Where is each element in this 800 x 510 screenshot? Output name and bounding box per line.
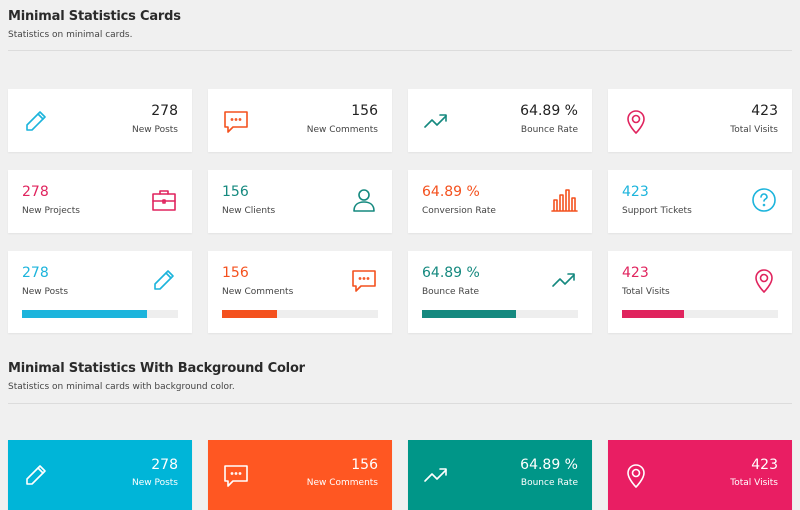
stat-label: Conversion Rate (422, 206, 496, 216)
stat-card: 156 New Comments (208, 251, 392, 333)
bar-chart-icon (550, 186, 578, 214)
stat-value: 278 (151, 457, 178, 473)
stat-label: New Posts (131, 125, 178, 135)
trending-up-icon (422, 461, 450, 489)
help-circle-icon (750, 186, 778, 214)
stat-value: 278 (22, 265, 49, 281)
pencil-icon (150, 266, 178, 294)
stat-value: 278 (151, 103, 178, 119)
stat-value: 423 (751, 103, 778, 119)
section-title: Minimal Statistics With Background Color (8, 361, 305, 376)
stat-label: New Posts (22, 287, 69, 297)
divider (8, 403, 792, 404)
stat-card: 156 New Comments (208, 440, 392, 510)
stat-card: 64.89 % Bounce Rate (408, 251, 592, 333)
trending-up-icon (422, 107, 450, 135)
stat-card: 278 New Projects (8, 170, 192, 233)
user-icon (350, 186, 378, 214)
comment-icon (222, 461, 250, 489)
comment-icon (222, 107, 250, 135)
stat-label: New Comments (306, 478, 378, 488)
stat-value: 423 (751, 457, 778, 473)
stat-label: Support Tickets (622, 206, 692, 216)
stat-label: Bounce Rate (520, 478, 578, 488)
stat-card: 278 New Posts (8, 89, 192, 152)
stat-card: 423 Total Visits (608, 89, 792, 152)
progress-bar (422, 310, 578, 318)
progress-fill (622, 310, 685, 318)
stat-value: 156 (351, 457, 378, 473)
stat-label: Total Visits (622, 287, 670, 297)
stat-card: 64.89 % Bounce Rate (408, 89, 592, 152)
progress-fill (222, 310, 277, 318)
stat-card: 423 Total Visits (608, 440, 792, 510)
stat-card: 278 New Posts (8, 251, 192, 333)
stat-value: 64.89 % (520, 457, 578, 473)
section-subtitle: Statistics on minimal cards with backgro… (8, 382, 235, 392)
stat-label: New Posts (131, 478, 178, 488)
stat-card: 423 Total Visits (608, 251, 792, 333)
section-subtitle: Statistics on minimal cards. (8, 30, 133, 40)
progress-bar (222, 310, 378, 318)
pencil-icon (22, 107, 50, 135)
stat-value: 156 (222, 184, 249, 200)
stat-value: 423 (622, 265, 649, 281)
map-pin-icon (622, 107, 650, 135)
stat-value: 156 (222, 265, 249, 281)
pencil-icon (22, 461, 50, 489)
briefcase-icon (150, 186, 178, 214)
stat-label: Total Visits (730, 125, 778, 135)
stat-label: New Comments (222, 287, 294, 297)
progress-bar (22, 310, 178, 318)
stat-label: Bounce Rate (422, 287, 480, 297)
stat-value: 64.89 % (422, 265, 480, 281)
map-pin-icon (750, 266, 778, 294)
stat-value: 156 (351, 103, 378, 119)
section-title: Minimal Statistics Cards (8, 9, 181, 24)
stat-label: Bounce Rate (520, 125, 578, 135)
divider (8, 50, 792, 51)
stat-card: 156 New Comments (208, 89, 392, 152)
stat-value: 278 (22, 184, 49, 200)
trending-up-icon (550, 266, 578, 294)
stat-value: 423 (622, 184, 649, 200)
stat-label: New Clients (222, 206, 276, 216)
stat-card: 278 New Posts (8, 440, 192, 510)
stat-value: 64.89 % (422, 184, 480, 200)
progress-fill (422, 310, 516, 318)
stat-label: Total Visits (730, 478, 778, 488)
stat-card: 423 Support Tickets (608, 170, 792, 233)
stat-value: 64.89 % (520, 103, 578, 119)
stat-label: New Projects (22, 206, 80, 216)
stat-card: 64.89 % Conversion Rate (408, 170, 592, 233)
stat-card: 64.89 % Bounce Rate (408, 440, 592, 510)
comment-icon (350, 266, 378, 294)
stat-label: New Comments (306, 125, 378, 135)
progress-fill (22, 310, 147, 318)
stat-card: 156 New Clients (208, 170, 392, 233)
progress-bar (622, 310, 778, 318)
map-pin-icon (622, 461, 650, 489)
